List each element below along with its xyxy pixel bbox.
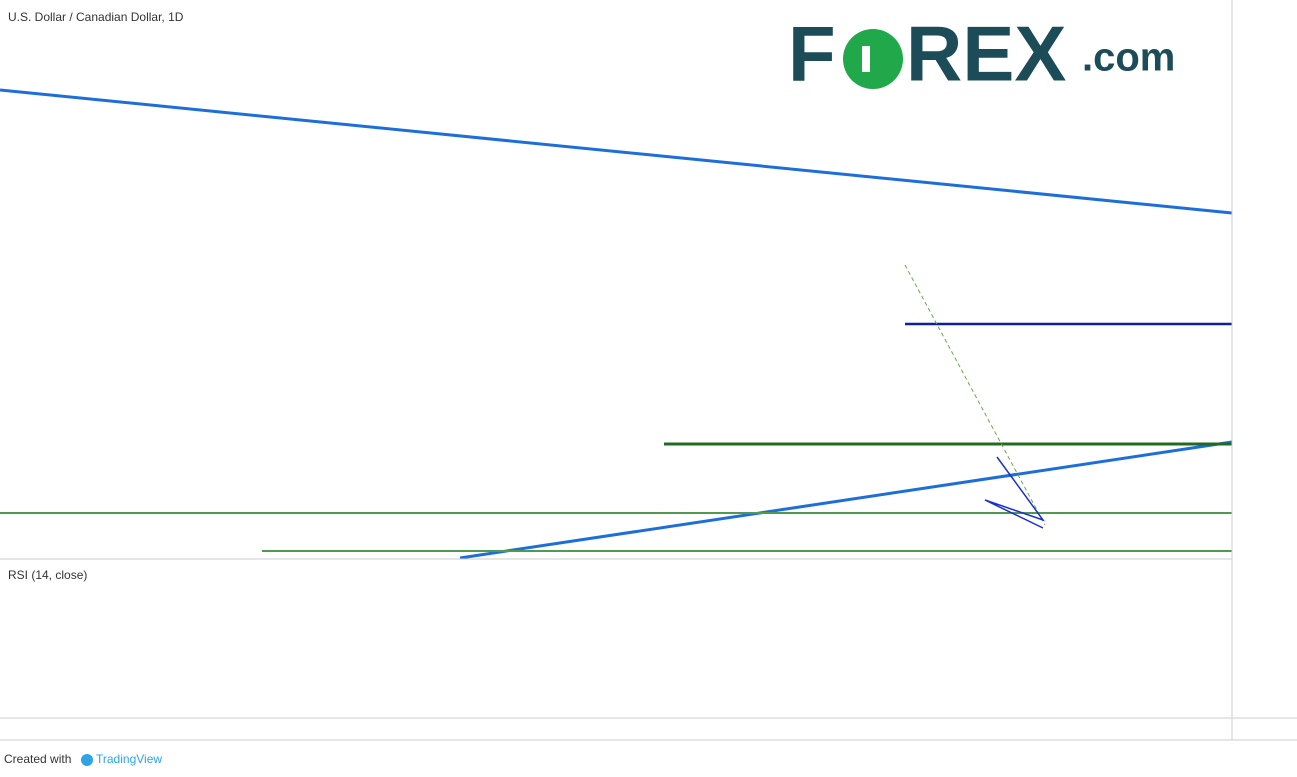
logo: F REX .com <box>788 10 1175 98</box>
logo-right: REX <box>906 10 1066 98</box>
fib-trend <box>904 264 1046 526</box>
footer-brand[interactable]: TradingView <box>96 752 162 766</box>
drawings <box>0 0 1297 741</box>
logo-suffix: .com <box>1082 36 1175 80</box>
wedge <box>984 456 1046 529</box>
logo-left: F <box>788 10 836 98</box>
logo-icon <box>862 46 870 72</box>
footer-prefix: Created with <box>4 752 71 766</box>
trendline <box>459 440 1233 560</box>
rsi-title: RSI (14, close) <box>8 568 87 582</box>
tv-logo <box>81 754 93 766</box>
chart-title: U.S. Dollar / Canadian Dollar, 1D <box>8 10 184 24</box>
logo-icon <box>843 29 903 89</box>
trendline <box>0 88 1233 215</box>
